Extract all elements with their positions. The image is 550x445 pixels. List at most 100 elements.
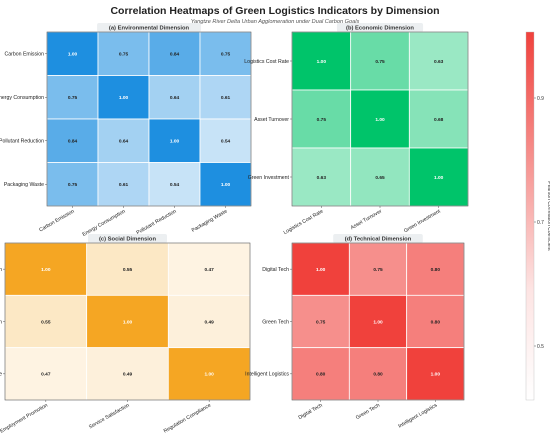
heatmap-cell — [199, 162, 252, 207]
cell-value-label: 0.55 — [123, 267, 133, 273]
heatmap-cell — [4, 242, 88, 296]
heatmap-cell — [408, 31, 469, 91]
heatmap-cell — [348, 347, 408, 401]
cell-value-label: 0.75 — [316, 319, 326, 325]
colorbar-tick-label: 0.9 — [537, 96, 544, 102]
heatmap-cell — [199, 75, 252, 120]
panel-title-background — [97, 23, 201, 32]
x-tick-label: Carbon Emission — [38, 208, 75, 233]
x-tick-label: Logistics Cost Rate — [283, 208, 325, 236]
cell-value-label: 0.47 — [204, 267, 214, 273]
heatmap-cell — [408, 147, 469, 207]
x-tick-label: Packaging Waste — [191, 208, 229, 233]
cell-value-label: 0.63 — [317, 175, 327, 181]
y-tick-label: Service Satisfaction — [0, 319, 2, 325]
cell-value-label: 0.75 — [119, 52, 129, 58]
y-tick-label: Pollutant Reduction — [0, 139, 44, 145]
cell-value-label: 0.80 — [431, 267, 441, 273]
cell-value-label: 0.65 — [375, 175, 385, 181]
y-tick-label: Employment Promotion — [0, 267, 2, 273]
heatmap-cell — [86, 294, 169, 349]
heatmap-cell — [291, 294, 350, 349]
panel-title-background — [88, 234, 167, 243]
heatmap-cell — [46, 118, 99, 163]
cell-value-label: 1.00 — [431, 372, 441, 378]
heatmap-cell — [167, 242, 251, 296]
cell-value-label: 0.84 — [170, 52, 180, 58]
heatmap-cell — [167, 294, 251, 349]
x-tick-label: Energy Consumption — [82, 208, 127, 237]
heatmap-cell — [350, 147, 410, 207]
colorbar-gradient — [525, 31, 535, 401]
cell-value-label: 0.75 — [375, 59, 385, 65]
cell-value-label: 0.63 — [434, 59, 444, 65]
x-tick-label: Green Investment — [403, 208, 442, 234]
cell-value-label: 1.00 — [123, 319, 133, 325]
heatmap-cell — [408, 89, 469, 149]
panel-title-background — [336, 23, 424, 32]
x-tick-label: Employment Promotion — [0, 402, 49, 434]
cell-value-label: 1.00 — [434, 175, 444, 181]
heatmap-panel-2: (b) Economic Dimension 1.00 0.75 0.63 0.75 1.… — [244, 23, 469, 236]
cell-value-label: 0.68 — [434, 117, 444, 123]
figure-subtitle: Yangtze River Delta Urban Agglomeration … — [190, 19, 360, 25]
heatmap-cell — [148, 162, 201, 207]
cell-value-label: 0.75 — [317, 117, 327, 123]
heatmap-cell — [86, 347, 169, 401]
cell-value-label: 0.80 — [431, 319, 441, 325]
cell-value-label: 0.84 — [68, 139, 78, 145]
colorbar-tick-label: 0.7 — [537, 220, 544, 226]
colorbar: 0.9 0.7 0.5 Pearson Correlation Coefficient — [525, 31, 550, 401]
cell-value-label: 0.64 — [119, 139, 129, 145]
y-tick-label: Packaging Waste — [4, 182, 44, 188]
cell-value-label: 1.00 — [373, 319, 383, 325]
x-tick-label: Service Satisfaction — [88, 402, 131, 430]
colorbar-tick-label: 0.5 — [537, 344, 544, 350]
cell-value-label: 0.55 — [41, 319, 51, 325]
cell-value-label: 1.00 — [41, 267, 51, 273]
colorbar-label: Pearson Correlation Coefficient — [546, 181, 550, 251]
panel-title-background — [333, 234, 423, 243]
panel-title: (d) Technical Dimension — [345, 237, 412, 243]
cell-value-label: 0.54 — [170, 182, 180, 188]
panel-frame — [46, 31, 252, 207]
cell-value-label: 1.00 — [119, 95, 129, 101]
cell-value-label: 1.00 — [316, 267, 326, 273]
heatmap-cell — [348, 242, 408, 296]
cell-value-label: 0.75 — [68, 95, 78, 101]
heatmap-panel-3: (c) Social Dimension 1.00 0.55 0.47 0.55 1.00… — [0, 234, 251, 435]
y-tick-label: Energy Consumption — [0, 95, 44, 101]
panel-title: (c) Social Dimension — [99, 237, 156, 243]
x-tick-label: Intelligent Logistics — [397, 402, 438, 429]
heatmap-cell — [148, 75, 201, 120]
y-tick-label: Digital Tech — [262, 267, 289, 273]
cell-value-label: 0.64 — [170, 95, 180, 101]
y-tick-label: Green Tech — [262, 319, 289, 325]
y-tick-label: Logistics Cost Rate — [244, 59, 289, 65]
panel-title: (b) Economic Dimension — [346, 26, 414, 32]
heatmap-cell — [199, 118, 252, 163]
cell-value-label: 0.47 — [41, 372, 51, 378]
x-tick-label: Pollutant Reduction — [136, 208, 178, 236]
heatmap-cell — [350, 89, 410, 149]
x-tick-label: Regulation Compliance — [163, 402, 213, 434]
cell-value-label: 0.80 — [373, 372, 383, 378]
heatmap-cell — [46, 162, 99, 207]
cell-value-label: 0.75 — [221, 52, 231, 58]
cell-value-label: 0.49 — [204, 319, 214, 325]
figure-title: Correlation Heatmaps of Green Logistics … — [110, 5, 440, 17]
heatmap-cell — [406, 347, 465, 401]
heatmap-panel-1: (a) Environmental Dimension 1.00 0.75 0.84 0… — [0, 23, 252, 238]
y-tick-label: Green Investment — [248, 175, 290, 181]
cell-value-label: 0.80 — [316, 372, 326, 378]
cell-value-label: 0.75 — [373, 267, 383, 273]
heatmap-panel-4: (d) Technical Dimension 1.00 0.75 0.80 0.75 1… — [245, 234, 465, 430]
heatmap-cell — [406, 242, 465, 296]
cell-value-label: 0.75 — [68, 182, 78, 188]
heatmap-cell — [291, 347, 350, 401]
y-tick-label: Carbon Emission — [5, 52, 45, 58]
cell-value-label: 1.00 — [204, 372, 214, 378]
cell-value-label: 0.54 — [221, 139, 231, 145]
cell-value-label: 0.61 — [221, 95, 231, 101]
